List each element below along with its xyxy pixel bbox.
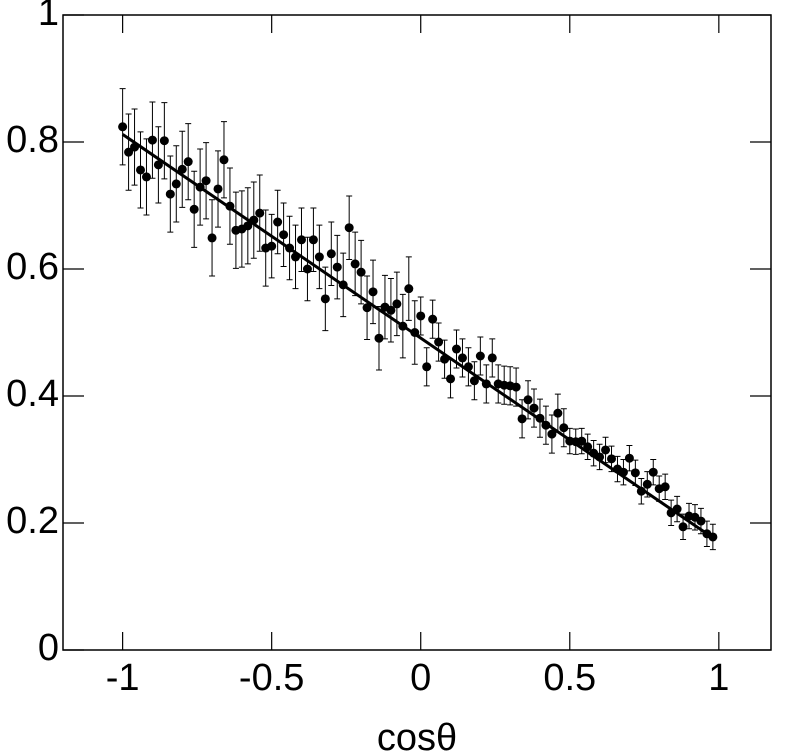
data-point: [624, 453, 634, 463]
data-point: [350, 259, 360, 269]
data-point: [189, 204, 199, 214]
data-point: [356, 267, 366, 277]
data-point: [708, 532, 718, 542]
data-point: [308, 235, 318, 245]
data-point: [225, 201, 235, 211]
data-point: [529, 403, 539, 413]
data-point: [243, 221, 253, 231]
data-point: [541, 420, 551, 430]
data-point: [523, 395, 533, 405]
data-point: [320, 294, 330, 304]
data-point: [368, 287, 378, 297]
data-point: [302, 264, 312, 274]
data-point: [141, 172, 151, 182]
y-tick-label: 0.6: [6, 246, 59, 288]
data-point: [577, 436, 587, 446]
data-point: [595, 452, 605, 462]
data-point: [153, 160, 163, 170]
data-point: [362, 303, 372, 313]
data-point: [601, 445, 611, 455]
data-point: [642, 479, 652, 489]
data-point: [159, 136, 169, 146]
data-point: [630, 468, 640, 478]
y-tick-label: 0.4: [6, 373, 59, 415]
data-point: [183, 157, 193, 167]
data-point: [177, 164, 187, 174]
data-point: [463, 362, 473, 372]
data-point: [255, 208, 265, 218]
y-tick-label: 0.8: [6, 119, 59, 161]
data-point: [607, 454, 617, 464]
data-point: [314, 252, 324, 262]
data-point: [416, 311, 426, 321]
data-point: [398, 321, 408, 331]
data-point: [201, 176, 211, 186]
data-point: [422, 362, 432, 372]
data-point: [404, 284, 414, 294]
data-point: [171, 179, 181, 189]
data-point: [207, 233, 217, 243]
data-point: [136, 165, 146, 175]
data-point: [273, 217, 283, 227]
data-point: [475, 351, 485, 361]
data-point: [553, 408, 563, 418]
data-point: [434, 337, 444, 347]
data-point: [285, 243, 295, 253]
data-point: [648, 467, 658, 477]
x-tick-label: 0.5: [543, 657, 596, 699]
data-point: [296, 235, 306, 245]
data-point: [678, 522, 688, 532]
data-point: [618, 467, 628, 477]
data-point: [535, 413, 545, 423]
x-tick-label: 0: [410, 657, 431, 699]
data-point: [195, 182, 205, 192]
data-point: [672, 504, 682, 514]
data-point: [583, 442, 593, 452]
data-point: [374, 333, 384, 343]
data-point: [511, 382, 521, 392]
data-point: [165, 189, 175, 199]
data-point: [213, 184, 223, 194]
data-point: [457, 353, 467, 363]
data-point: [124, 147, 134, 157]
data-point: [219, 155, 229, 165]
data-point: [517, 414, 527, 424]
data-point: [249, 215, 259, 225]
data-point: [636, 486, 646, 496]
data-point: [481, 379, 491, 389]
data-point: [392, 299, 402, 309]
data-point: [547, 429, 557, 439]
y-tick-label: 0.2: [6, 500, 59, 542]
data-point: [660, 482, 670, 492]
data-point: [559, 423, 569, 433]
data-point: [130, 142, 140, 152]
data-point: [386, 305, 396, 315]
y-tick-label: 0: [38, 627, 59, 669]
x-tick-label: 1: [708, 657, 729, 699]
y-tick-label: 1: [38, 0, 59, 34]
data-point: [469, 376, 479, 386]
data-point: [332, 262, 342, 272]
x-tick-label: -1: [106, 657, 140, 699]
data-point: [440, 354, 450, 364]
data-point: [696, 516, 706, 526]
plot-frame: [62, 14, 772, 651]
data-point: [267, 241, 277, 251]
data-point: [428, 314, 438, 324]
data-point: [326, 249, 336, 259]
data-point: [410, 328, 420, 337]
data-point: [338, 280, 348, 290]
data-point: [279, 230, 289, 240]
data-point: [446, 374, 456, 384]
data-point: [118, 122, 128, 132]
data-point: [147, 135, 157, 145]
data-point: [291, 252, 301, 262]
x-axis-label: cosθ: [377, 717, 457, 756]
data-point: [451, 344, 461, 354]
data-point: [487, 353, 497, 363]
x-tick-label: -0.5: [239, 657, 304, 699]
data-point: [344, 223, 354, 233]
